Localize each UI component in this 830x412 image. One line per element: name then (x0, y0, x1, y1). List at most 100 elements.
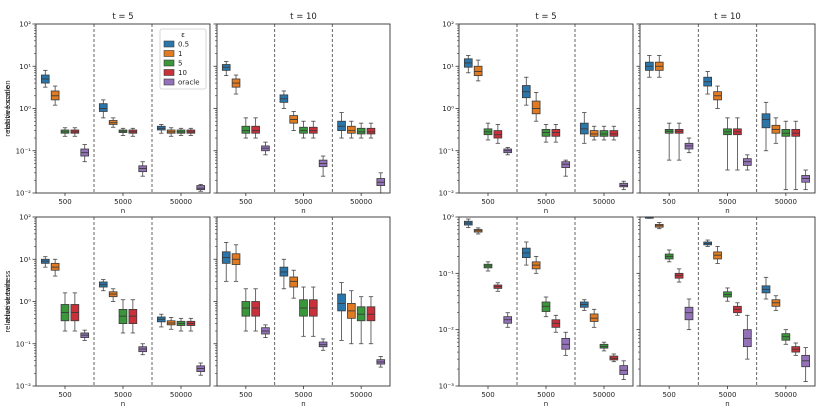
box-10-5000 (309, 286, 318, 337)
x-axis-label: n (725, 207, 729, 215)
box-oracle-500 (261, 141, 270, 156)
box-1-5000 (289, 269, 298, 299)
box-body (609, 130, 619, 137)
x-tick-label: 50000 (170, 391, 192, 399)
x-tick-label: 5000 (114, 198, 132, 206)
box-1-50000 (166, 127, 176, 137)
box-oracle-50000 (196, 362, 206, 376)
box-oracle-50000 (801, 347, 811, 382)
box-body (531, 100, 541, 115)
x-tick-label: 500 (481, 391, 494, 399)
x-tick-label: 50000 (350, 391, 372, 399)
y-tick-label: 10¹ (442, 63, 454, 71)
panel-6: 500 5000 50000 n (213, 216, 391, 408)
box-5-500 (60, 292, 70, 332)
box-10-50000 (791, 120, 801, 191)
x-tick-label: 500 (58, 391, 71, 399)
box-5-50000 (781, 329, 791, 345)
box-5-50000 (599, 341, 609, 352)
box-5-50000 (176, 317, 186, 332)
x-tick-label: 50000 (593, 198, 615, 206)
box-oracle-500 (261, 324, 270, 338)
box-5-5000 (723, 287, 732, 302)
box-0.5-500 (221, 61, 231, 77)
x-axis-label: n (121, 207, 125, 215)
y-tick-label: 10⁰ (19, 298, 31, 306)
panel-title: t = 10 (714, 12, 741, 22)
box-body (473, 65, 483, 77)
y-tick-label: 10⁰ (442, 105, 454, 113)
box-0.5-5000 (98, 99, 108, 119)
box-5-50000 (356, 296, 366, 345)
legend-swatch-5 (163, 59, 175, 67)
x-tick-label: 5000 (719, 198, 737, 206)
box-10-500 (493, 282, 503, 292)
box-oracle-5000 (138, 343, 148, 356)
x-axis-label: n (301, 207, 305, 215)
x-tick-label: 500 (481, 198, 494, 206)
box-5-50000 (781, 120, 791, 191)
box-1-500 (231, 244, 241, 282)
box-body (241, 125, 251, 134)
box-0.5-5000 (703, 71, 713, 95)
box-1-50000 (771, 117, 781, 144)
x-axis-label: n (121, 400, 125, 408)
box-10-5000 (128, 127, 138, 137)
axes-frame (216, 23, 391, 194)
box-body (356, 127, 366, 135)
box-oracle-50000 (619, 360, 629, 380)
box-oracle-50000 (376, 356, 386, 368)
box-1-500 (654, 55, 664, 78)
box-body (599, 130, 609, 137)
y-tick-label: 10² (19, 214, 31, 222)
box-0.5-50000 (761, 276, 771, 300)
x-tick-label: 500 (662, 391, 675, 399)
x-tick-label: 500 (239, 391, 252, 399)
box-10-500 (493, 124, 503, 144)
x-axis-label: n (301, 400, 305, 408)
box-5-500 (483, 122, 493, 141)
box-5-5000 (118, 299, 128, 334)
box-0.5-50000 (337, 282, 346, 341)
box-1-500 (473, 59, 483, 82)
box-body (589, 130, 599, 137)
box-1-5000 (713, 85, 722, 109)
box-10-50000 (791, 342, 801, 356)
panel-8: 500 5000 50000 n (636, 216, 816, 408)
box-body (98, 103, 108, 112)
y-tick-label: 10⁻¹ (16, 147, 32, 155)
y-tick-label: 10⁻³ (439, 383, 455, 391)
box-1-50000 (589, 125, 599, 141)
box-oracle-5000 (742, 154, 752, 171)
x-tick-label: 500 (239, 198, 252, 206)
box-1-5000 (531, 92, 541, 122)
y-tick-label: 10⁰ (442, 214, 454, 222)
box-1-5000 (531, 255, 541, 274)
x-axis-label: n (725, 400, 729, 408)
y-tick-label: 10⁻² (16, 383, 32, 391)
y-axis-label: relative tails (4, 280, 12, 324)
box-5-500 (241, 288, 251, 332)
box-10-50000 (186, 317, 196, 332)
box-10-500 (674, 122, 684, 161)
x-tick-label: 50000 (350, 198, 372, 206)
box-oracle-5000 (138, 161, 148, 177)
box-body (561, 337, 571, 350)
legend-label-10: 10 (178, 69, 187, 77)
box-1-50000 (771, 295, 781, 311)
box-oracle-50000 (801, 169, 811, 191)
box-5-5000 (299, 286, 308, 337)
box-0.5-50000 (761, 101, 771, 152)
box-oracle-5000 (742, 314, 752, 360)
axes-frame (458, 23, 634, 194)
box-1-5000 (289, 111, 298, 131)
box-5-50000 (176, 127, 186, 136)
box-5-500 (241, 117, 251, 139)
box-oracle-5000 (561, 159, 571, 177)
box-5-500 (60, 127, 70, 137)
box-10-50000 (609, 353, 619, 363)
box-0.5-500 (644, 55, 654, 78)
box-10-50000 (366, 122, 376, 139)
box-oracle-500 (80, 329, 90, 341)
